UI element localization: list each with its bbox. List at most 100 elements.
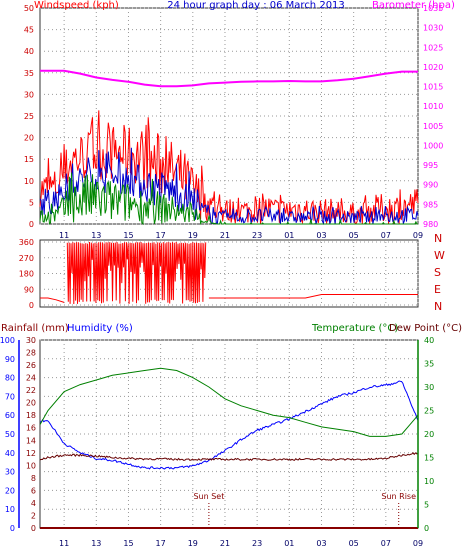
wind-tick-label: 25 bbox=[24, 112, 34, 121]
temp-x-tick-label: 17 bbox=[156, 539, 166, 548]
baro-tick-label: 990 bbox=[423, 181, 438, 190]
wind-x-tick-label: 15 bbox=[123, 231, 133, 240]
temp-x-tick-label: 19 bbox=[188, 539, 198, 548]
rainfall-axis-label: Rainfall (mm) bbox=[1, 323, 69, 334]
temperature-tick-label: 20 bbox=[424, 430, 434, 439]
humidity-tick-label: 20 bbox=[5, 486, 15, 495]
temp-x-tick-label: 09 bbox=[413, 539, 423, 548]
temperature-tick-label: 15 bbox=[424, 454, 434, 463]
humidity-tick-label: 90 bbox=[5, 355, 15, 364]
wind-baro-series bbox=[39, 69, 419, 226]
rain-tick-label: 0 bbox=[31, 524, 36, 533]
rain-tick-label: 20 bbox=[26, 399, 36, 408]
rain-tick-label: 30 bbox=[26, 336, 36, 345]
baro-tick-label: 985 bbox=[423, 200, 438, 209]
temp-x-tick-label: 13 bbox=[91, 539, 101, 548]
wind-tick-label: 50 bbox=[24, 4, 34, 13]
wind-series-line-2 bbox=[39, 172, 418, 226]
humidity-tick-label: 40 bbox=[5, 449, 15, 458]
rain-tick-label: 12 bbox=[26, 449, 36, 458]
rain-tick-label: 24 bbox=[26, 374, 36, 383]
temperature-ticks: 0 5 10 15 20 25 30 35 40 bbox=[424, 336, 434, 533]
compass-label: N bbox=[434, 232, 442, 245]
wind-x-tick-label: 03 bbox=[316, 231, 326, 240]
temp-x-ticks: 11 13 15 17 19 21 23 01 03 05 07 09 bbox=[59, 539, 423, 548]
wind-tick-label: 15 bbox=[24, 155, 34, 164]
rain-tick-label: 6 bbox=[31, 486, 36, 495]
wind-x-ticks: 11 13 15 17 19 21 23 01 03 05 07 09 bbox=[59, 231, 423, 240]
temp-x-tick-label: 07 bbox=[381, 539, 391, 548]
baro-tick-label: 1010 bbox=[423, 102, 443, 111]
wind-series-line-1 bbox=[39, 147, 419, 226]
chart-title: 24 hour graph day : 06 March 2013 bbox=[167, 0, 345, 11]
temp-x-tick-label: 01 bbox=[284, 539, 294, 548]
direction-variable-line bbox=[66, 241, 207, 305]
wind-series-line-0 bbox=[39, 110, 419, 225]
rain-tick-label: 22 bbox=[26, 386, 36, 395]
wind-tick-label: 40 bbox=[24, 47, 34, 56]
humidity-axis-label: Humidity (%) bbox=[67, 323, 133, 334]
wind-x-tick-label: 09 bbox=[413, 231, 423, 240]
humidity-tick-label: 70 bbox=[5, 392, 15, 401]
wind-tick-label: 45 bbox=[24, 26, 34, 35]
wind-tick-label: 20 bbox=[24, 134, 34, 143]
direction-tick-label: 90 bbox=[24, 285, 34, 294]
baro-tick-label: 980 bbox=[423, 220, 438, 229]
wind-x-tick-label: 05 bbox=[349, 231, 359, 240]
wind-x-tick-label: 01 bbox=[284, 231, 294, 240]
direction-tick-label: 270 bbox=[19, 254, 34, 263]
temperature-tick-label: 0 bbox=[424, 524, 429, 533]
windspeed-axis-label: Windspeed (kph) bbox=[34, 0, 119, 11]
temp-humidity-plot-frame bbox=[39, 339, 419, 529]
wind-tick-label: 35 bbox=[24, 69, 34, 78]
wind-x-tick-label: 13 bbox=[91, 231, 101, 240]
temperature-tick-label: 25 bbox=[424, 407, 434, 416]
baro-tick-label: 1020 bbox=[423, 63, 443, 72]
humidity-tick-label: 0 bbox=[10, 524, 15, 533]
wind-x-tick-label: 11 bbox=[59, 231, 69, 240]
temp-x-tick-label: 05 bbox=[349, 539, 359, 548]
barometer-axis-label: Barometer (hpa) bbox=[372, 0, 455, 11]
rain-tick-label: 14 bbox=[26, 436, 36, 445]
rain-tick-label: 18 bbox=[26, 411, 36, 420]
rain-tick-label: 28 bbox=[26, 349, 36, 358]
temperature-tick-label: 10 bbox=[424, 477, 434, 486]
temp-x-tick-label: 11 bbox=[59, 539, 69, 548]
wind-x-tick-label: 17 bbox=[156, 231, 166, 240]
humidity-tick-label: 10 bbox=[5, 505, 15, 514]
rain-tick-label: 4 bbox=[31, 499, 36, 508]
rain-tick-label: 16 bbox=[26, 424, 36, 433]
wind-tick-label: 30 bbox=[24, 90, 34, 99]
humidity-tick-label: 50 bbox=[5, 430, 15, 439]
temperature-tick-label: 30 bbox=[424, 383, 434, 392]
wind-tick-label: 0 bbox=[29, 220, 34, 229]
wind-baro-grid bbox=[40, 7, 419, 225]
sun-marker-label: Sun Set bbox=[193, 492, 224, 501]
compass-label: N bbox=[434, 300, 442, 313]
dew-point-c-line bbox=[39, 452, 419, 462]
temp-x-tick-label: 23 bbox=[252, 539, 262, 548]
baro-right-ticks: 980 985 990 995 1000 1005 1010 1015 1020 1025 1030… bbox=[423, 4, 443, 229]
rain-tick-label: 2 bbox=[31, 511, 36, 520]
temperature-tick-label: 5 bbox=[424, 501, 429, 510]
temp-humidity-series bbox=[39, 367, 419, 529]
baro-tick-label: 1000 bbox=[423, 141, 443, 150]
compass-label: W bbox=[434, 249, 445, 262]
humidity-line bbox=[39, 380, 419, 470]
baro-tick-label: 1025 bbox=[423, 43, 443, 52]
sun-annotations: Sun Set Sun Rise bbox=[193, 492, 416, 526]
baro-tick-label: 1015 bbox=[423, 83, 443, 92]
temperature-axis-label: Temperature (°C) bbox=[311, 323, 398, 334]
direction-left-ticks: 0 90 180 270 360 bbox=[19, 238, 34, 310]
humidity-tick-label: 100 bbox=[0, 336, 15, 345]
wind-tick-label: 10 bbox=[24, 177, 34, 186]
temp-x-tick-label: 15 bbox=[123, 539, 133, 548]
wind-left-ticks: 0 5 10 15 20 25 30 35 40 45 50 bbox=[24, 4, 34, 229]
